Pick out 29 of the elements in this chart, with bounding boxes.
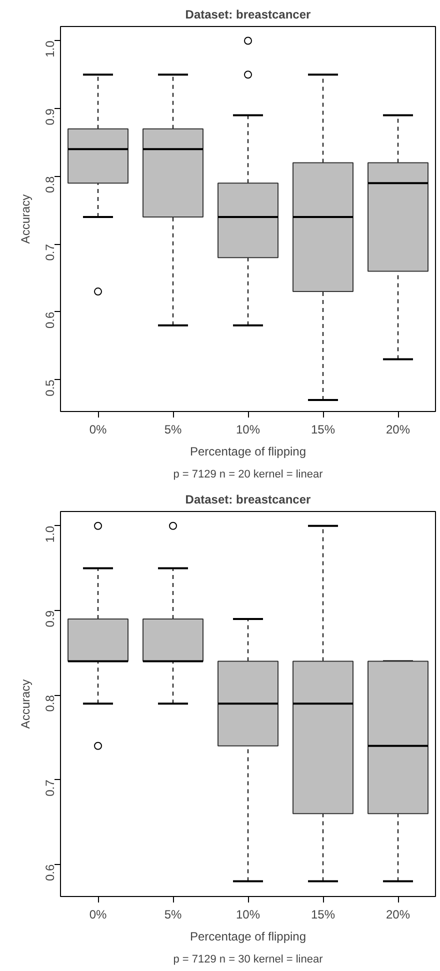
y-tick-label: 1.0 (43, 40, 57, 58)
y-tick-label: 0.6 (43, 312, 57, 329)
x-tick-label: 5% (164, 422, 182, 436)
y-tick-label: 0.7 (43, 244, 57, 261)
y-tick-label: 0.7 (43, 779, 57, 796)
y-tick-label: 0.5 (43, 379, 57, 396)
x-axis-title: Percentage of flipping (190, 930, 306, 944)
x-tick-label: 0% (89, 908, 107, 922)
x-tick-label: 5% (164, 908, 182, 922)
x-tick-label: 15% (310, 422, 336, 436)
text: p = 7129 n = 30 kernel = linear (173, 954, 324, 966)
x-tick-label: 15% (310, 908, 336, 922)
y-tick-label: 0.8 (43, 176, 57, 193)
x-tick-label: 20% (386, 422, 410, 436)
chart-title: Dataset: breastcancer (185, 8, 312, 22)
text: p = 7129 n = 20 kernel = linear (173, 468, 324, 480)
y-tick-label: 0.6 (43, 864, 57, 882)
chart-title: Dataset: breastcancer (185, 492, 312, 506)
x-tick-label: 10% (236, 422, 260, 436)
x-tick-label: 20% (386, 908, 410, 922)
y-axis-title: Accuracy (18, 194, 32, 244)
y-tick-label: 0.9 (43, 610, 57, 628)
y-tick-label: 1.0 (43, 526, 57, 543)
x-tick-label: 0% (89, 422, 107, 436)
y-axis-title: Accuracy (18, 679, 32, 729)
x-tick-label: 10% (236, 908, 260, 922)
y-tick-label: 0.9 (43, 108, 57, 126)
y-tick-label: 0.8 (43, 694, 57, 712)
x-axis-title: Percentage of flipping (190, 444, 306, 458)
